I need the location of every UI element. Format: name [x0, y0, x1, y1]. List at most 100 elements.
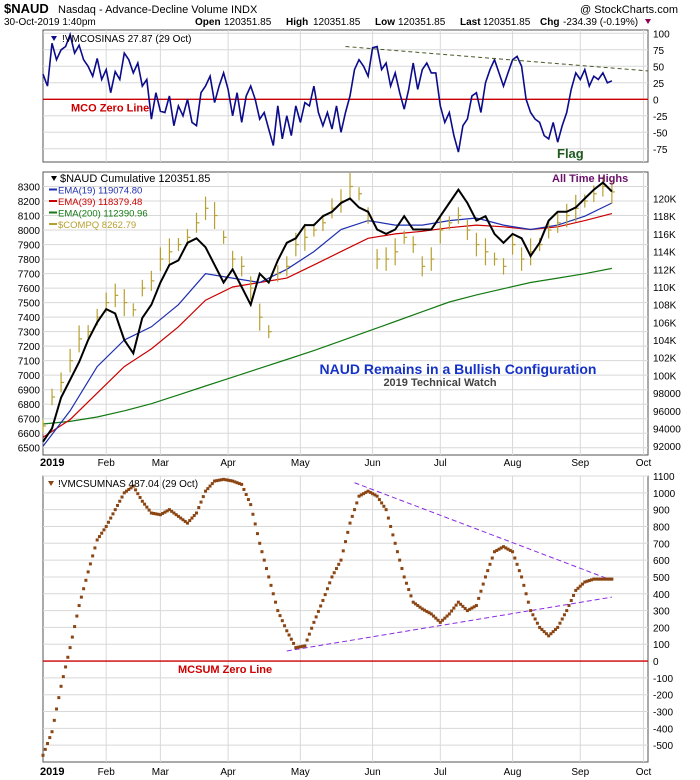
mco-series-line	[42, 31, 613, 153]
mcsum-point	[377, 498, 381, 502]
mcsum-point	[520, 575, 524, 579]
mcsum-point	[569, 598, 573, 602]
y-tick-label: 0	[653, 657, 659, 668]
mcsum-point	[115, 503, 119, 507]
mcsum-point	[364, 490, 368, 494]
mcsum-point	[113, 508, 117, 512]
mcsum-point	[319, 604, 323, 608]
mcsum-point	[535, 621, 539, 625]
mcsum-point	[255, 532, 259, 536]
mcsum-point	[127, 487, 131, 491]
high-label: High	[286, 17, 308, 28]
mcsum-point	[368, 490, 372, 494]
left-y-tick-label: 7600	[18, 284, 41, 295]
left-y-tick-label: 7300	[18, 328, 41, 339]
legend-entry: EMA(19) 119074.80	[58, 186, 142, 197]
mcsum-point	[334, 567, 338, 571]
legend-entry: $COMPQ 8262.79	[58, 220, 136, 231]
y-tick-label: 100	[653, 29, 670, 40]
x-tick-label: Apr	[220, 458, 236, 469]
mcsum-point	[59, 684, 63, 688]
panel-frame-1	[42, 29, 649, 163]
mcsum-point	[402, 575, 406, 579]
mcsum-point	[43, 747, 47, 751]
y-tick-label: 0	[653, 95, 659, 106]
left-y-tick-label: 6900	[18, 386, 41, 397]
mcsum-point	[147, 508, 151, 512]
description: Nasdaq - Advance-Decline Volume INDX	[58, 4, 258, 16]
x-tick-label: Feb	[98, 767, 116, 778]
mcsum-point	[556, 625, 560, 629]
mcsum-point	[77, 604, 81, 608]
mcsum-point	[276, 609, 280, 613]
mcsum-point	[97, 535, 101, 539]
mcsum-point	[366, 489, 370, 493]
mcsum-point	[529, 609, 533, 613]
mcsum-point	[452, 606, 456, 610]
y-tick-label: 100	[653, 640, 670, 651]
mcsum-point	[346, 530, 350, 534]
mcsum-point	[190, 516, 194, 520]
mcsum-point	[145, 505, 149, 509]
mcsum-point	[384, 508, 388, 512]
mcsum-point	[386, 516, 390, 520]
legend-marker-icon	[48, 481, 54, 486]
mcsum-point	[181, 518, 185, 522]
x-tick-label: Sep	[571, 767, 589, 778]
mcsum-point	[407, 588, 411, 592]
x-tick-label: Jun	[365, 767, 381, 778]
mcsum-point	[599, 577, 603, 581]
mcsum-point	[468, 607, 472, 611]
mcsum-point	[167, 508, 171, 512]
mcsum-point	[323, 593, 327, 597]
chg-value: -234.39 (-0.19%)	[563, 17, 638, 28]
all-time-highs-annotation: All Time Highs	[552, 173, 628, 185]
mcsum-point	[404, 581, 408, 585]
mcsum-point	[565, 609, 569, 613]
mcsum-point	[486, 569, 490, 573]
mcsum-point	[283, 624, 287, 628]
y-tick-label: 500	[653, 573, 670, 584]
mcsum-point	[574, 588, 578, 592]
mcsum-point	[490, 556, 494, 560]
mcsum-point	[75, 614, 79, 618]
mcsum-point	[267, 575, 271, 579]
mcsum-point	[411, 600, 415, 604]
mcsum-point	[106, 520, 110, 524]
mcsum-point	[82, 587, 86, 591]
mcsum-point	[418, 605, 422, 609]
x-tick-label: Mar	[152, 767, 170, 778]
x-tick-label: Aug	[504, 767, 522, 778]
mcsum-point	[269, 583, 273, 587]
legend-marker-icon	[51, 176, 57, 181]
mcsum-point	[158, 513, 162, 517]
mcsum-point	[477, 596, 481, 600]
mcsum-point	[163, 510, 167, 514]
y-tick-label: 400	[653, 590, 670, 601]
mcsum-point	[454, 603, 458, 607]
mcsum-point	[531, 613, 535, 617]
y-tick-label: 600	[653, 556, 670, 567]
mcsum-point	[136, 492, 140, 496]
y-tick-label: -200	[653, 691, 673, 702]
mcsum-point	[84, 578, 88, 582]
mcsum-point	[450, 609, 454, 613]
legend-entry: EMA(39) 118379.48	[58, 197, 142, 208]
mcsum-point	[353, 508, 357, 512]
mcsum-point	[371, 492, 375, 496]
chart-subtitle: 2019 Technical Watch	[383, 377, 496, 389]
mcsum-point	[93, 546, 97, 550]
mcsum-point	[581, 582, 585, 586]
mcsum-point	[296, 645, 300, 649]
right-y-tick-label: 114K	[653, 248, 676, 259]
right-y-tick-label: 112K	[653, 265, 676, 276]
mcsum-point	[553, 628, 557, 632]
mcsum-point	[262, 558, 266, 562]
y-tick-label: 75	[653, 46, 665, 57]
mcsum-point	[64, 665, 68, 669]
mcsum-point	[57, 696, 61, 700]
mcsum-point	[398, 558, 402, 562]
mcsum-point	[134, 488, 138, 492]
right-y-tick-label: 108K	[653, 301, 677, 312]
